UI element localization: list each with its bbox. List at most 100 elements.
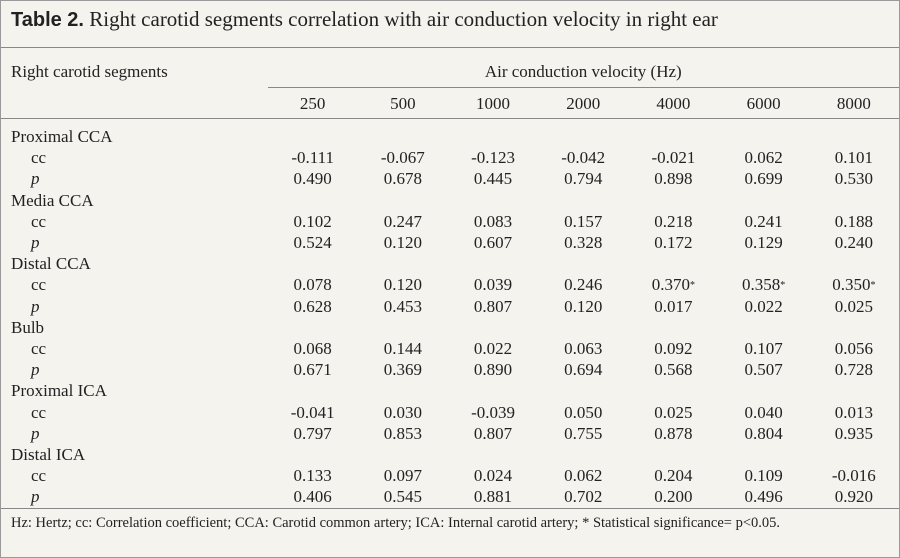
column-header: 2000	[538, 87, 629, 119]
group-name: Proximal CCA	[11, 127, 113, 147]
data-row: p 0.671 0.369 0.890 0.694 0.568 0.507 0.728	[1, 359, 899, 380]
data-row: cc 0.068 0.144 0.022 0.063 0.092 0.107 0.056	[1, 338, 899, 359]
cell: 0.247	[383, 211, 422, 231]
cell: 0.062	[744, 148, 783, 168]
header-row: 250 500 1000 2000 4000 6000 8000	[1, 87, 899, 119]
data-row: p 0.797 0.853 0.807 0.755 0.878 0.804 0.935	[1, 423, 899, 444]
cell-note: *	[780, 280, 786, 292]
cell: 0.628	[293, 296, 332, 316]
cell: 0.545	[383, 487, 422, 507]
column-header: 250	[267, 87, 358, 119]
cell: 0.030	[383, 402, 422, 422]
cell: 0.062	[564, 466, 603, 486]
group-row: Media CCA	[1, 190, 899, 211]
cell: 0.120	[383, 233, 422, 253]
table-label: Table 2.	[11, 9, 84, 31]
cell: -0.016	[831, 466, 876, 486]
cell: -0.021	[651, 148, 696, 168]
cell: 0.040	[744, 402, 783, 422]
cell: 0.022	[744, 296, 783, 316]
column-header: 500	[357, 87, 448, 119]
header-row: Right carotid segments Air conduction vel…	[1, 61, 899, 88]
group-name: Distal ICA	[11, 444, 86, 464]
row-label: cc	[31, 402, 47, 422]
rule	[1, 47, 899, 48]
cell: 0.490	[293, 169, 332, 189]
cell: 0.083	[473, 211, 513, 231]
cell: 0.133	[293, 466, 332, 486]
cell: 0.240	[834, 233, 873, 253]
data-row: cc 0.078 0.120 0.039 0.246 0.370* 0.358* 0.350*	[1, 274, 899, 295]
cell: 0.794	[564, 169, 603, 189]
row-label: cc	[31, 466, 47, 486]
cell: 0.157	[564, 211, 603, 231]
data-row: cc 0.133 0.097 0.024 0.062 0.204 0.109 -0.016	[1, 465, 899, 486]
data-row: p 0.628 0.453 0.807 0.120 0.017 0.022 0.025	[1, 296, 899, 317]
row-label: p	[31, 169, 40, 189]
cell: -0.039	[471, 402, 515, 422]
cell: 0.755	[564, 423, 603, 443]
row-label: p	[31, 487, 40, 507]
cell: 0.445	[473, 169, 513, 189]
cell-note: *	[690, 280, 696, 292]
cell: 0.017	[654, 296, 693, 316]
row-label: p	[31, 296, 40, 316]
row-label: cc	[31, 338, 47, 358]
cell: 0.063	[564, 338, 603, 358]
cell: 0.204	[654, 466, 693, 486]
cell: 0.107	[744, 338, 783, 358]
cell: 0.172	[654, 233, 693, 253]
cell: 0.807	[473, 296, 513, 316]
cell: 0.507	[744, 360, 783, 380]
cell: 0.453	[383, 296, 422, 316]
cell: 0.144	[383, 338, 422, 358]
data-row: p 0.406 0.545 0.881 0.702 0.200 0.496 0.920	[1, 486, 899, 507]
cell-value: 0.370	[651, 275, 691, 295]
cell: 0.728	[834, 360, 873, 380]
group-name: Bulb	[11, 317, 45, 337]
cell: 0.369	[383, 360, 422, 380]
column-header: 8000	[808, 87, 899, 119]
footnote: Hz: Hertz; cc: Correlation coefficient; …	[11, 515, 781, 531]
row-label: p	[31, 360, 40, 380]
row-label: cc	[31, 211, 47, 231]
group-name: Distal CCA	[11, 254, 91, 274]
group-row: Distal ICA	[1, 444, 899, 465]
cell: 0.797	[293, 423, 332, 443]
cell: 0.694	[564, 360, 603, 380]
column-header: 6000	[718, 87, 809, 119]
cell: 0.025	[834, 296, 873, 316]
group-row: Proximal CCA	[1, 126, 899, 147]
column-header: 1000	[447, 87, 539, 119]
cell: 0.092	[654, 338, 693, 358]
group-row: Distal CCA	[1, 253, 899, 274]
cell: -0.042	[561, 148, 606, 168]
cell-note: *	[870, 280, 876, 292]
cell: 0.188	[834, 211, 873, 231]
spacer	[1, 119, 899, 127]
cell: 0.102	[293, 211, 332, 231]
cell: 0.702	[564, 487, 603, 507]
column-group-header: Air conduction velocity (Hz)	[267, 61, 899, 88]
cell: -0.111	[291, 148, 334, 168]
row-label: p	[31, 423, 40, 443]
group-row: Bulb	[1, 317, 899, 338]
cell: 0.920	[834, 487, 873, 507]
cell: -0.041	[290, 402, 335, 422]
cell: 0.671	[293, 360, 332, 380]
table-title: Right carotid segments correlation with …	[89, 7, 718, 31]
cell: 0.025	[654, 402, 693, 422]
cell: 0.097	[383, 466, 422, 486]
cell: 0.120	[383, 275, 422, 295]
cell: 0.678	[383, 169, 422, 189]
cell: 0.013	[834, 402, 873, 422]
data-table: Right carotid segments Air conduction vel…	[1, 61, 899, 507]
cell: 0.200	[654, 487, 693, 507]
cell-value: 0.350	[832, 275, 871, 295]
cell: 0.109	[744, 466, 783, 486]
cell: 0.328	[564, 233, 603, 253]
column-header: 4000	[628, 87, 719, 119]
row-label: cc	[31, 148, 47, 168]
data-row: cc -0.041 0.030 -0.039 0.050 0.025 0.040 0.013	[1, 401, 899, 422]
